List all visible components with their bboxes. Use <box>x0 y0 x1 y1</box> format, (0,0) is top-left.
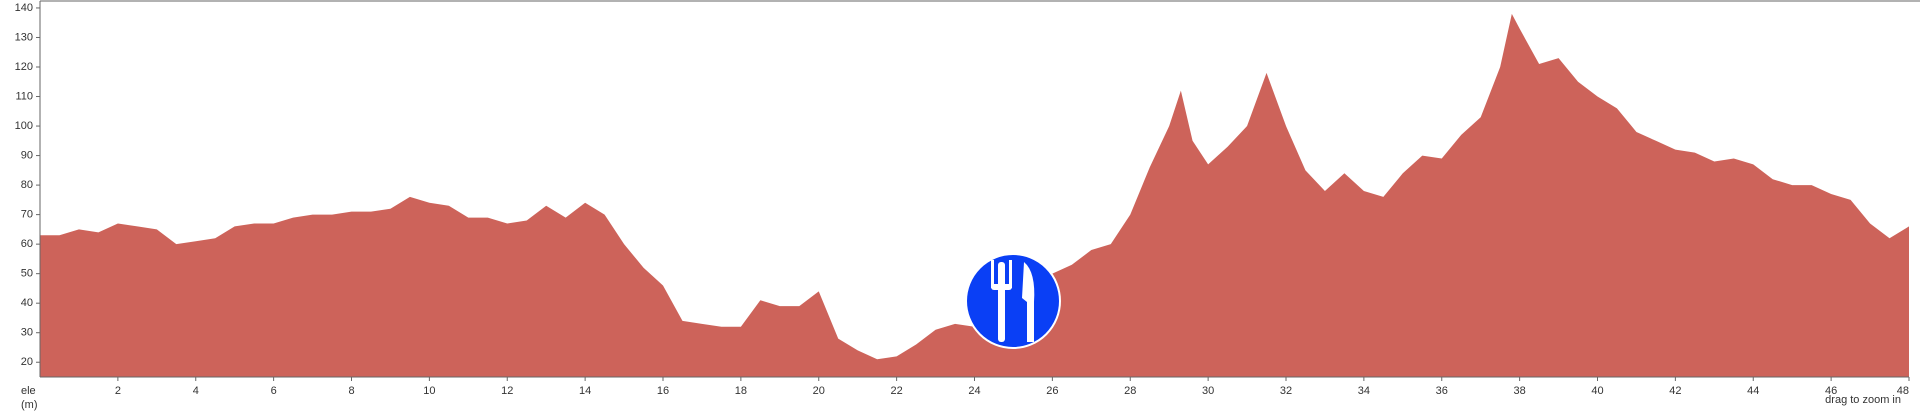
x-tick-label: 34 <box>1358 385 1370 397</box>
x-tick-label: 22 <box>891 385 903 397</box>
x-tick-label: 6 <box>271 385 277 397</box>
y-tick-label: 30 <box>21 327 33 339</box>
x-tick-label: 20 <box>813 385 825 397</box>
y-tick-label: 50 <box>21 268 33 280</box>
x-tick-label: 28 <box>1124 385 1136 397</box>
x-tick-label: 16 <box>657 385 669 397</box>
x-tick-label: 36 <box>1436 385 1448 397</box>
y-tick-label: 140 <box>15 2 33 14</box>
x-tick-label: 40 <box>1591 385 1603 397</box>
x-tick-label: 14 <box>579 385 591 397</box>
x-tick-label: 12 <box>501 385 513 397</box>
elevation-area <box>40 13 1909 377</box>
y-axis-label: ele <box>21 385 36 397</box>
x-tick-label: 46 <box>1825 385 1837 397</box>
x-tick-label: 44 <box>1747 385 1759 397</box>
x-tick-label: 30 <box>1202 385 1214 397</box>
y-axis-unit: (m) <box>21 399 38 411</box>
x-tick-label: 48 <box>1897 385 1909 397</box>
y-tick-label: 70 <box>21 209 33 221</box>
y-tick-label: 60 <box>21 238 33 250</box>
y-tick-label: 90 <box>21 149 33 161</box>
y-tick-label: 110 <box>15 90 33 102</box>
y-tick-label: 130 <box>15 31 33 43</box>
y-tick-label: 40 <box>21 297 33 309</box>
x-tick-label: 32 <box>1280 385 1292 397</box>
restaurant-marker <box>965 253 1061 349</box>
x-tick-label: 18 <box>735 385 747 397</box>
y-tick-label: 100 <box>15 120 33 132</box>
x-tick-label: 42 <box>1669 385 1681 397</box>
x-tick-label: 24 <box>968 385 980 397</box>
x-tick-label: 10 <box>423 385 435 397</box>
y-tick-label: 120 <box>15 61 33 73</box>
zoom-hint: drag to zoom in <box>1825 394 1901 406</box>
x-tick-label: 8 <box>348 385 354 397</box>
y-tick-label: 20 <box>21 356 33 368</box>
x-tick-label: 38 <box>1514 385 1526 397</box>
y-tick-label: 80 <box>21 179 33 191</box>
x-tick-label: 4 <box>193 385 199 397</box>
x-tick-label: 26 <box>1046 385 1058 397</box>
x-tick-label: 2 <box>115 385 121 397</box>
